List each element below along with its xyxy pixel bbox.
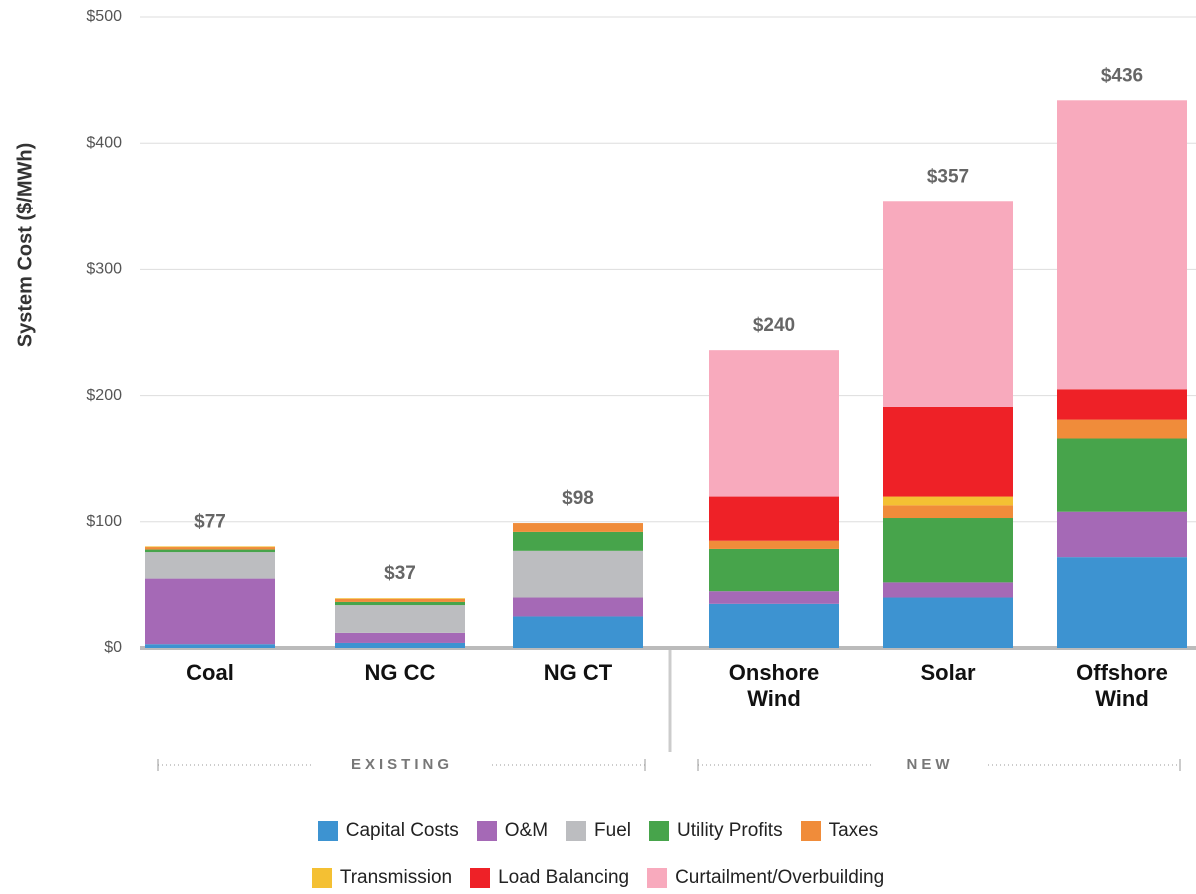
bar-segment bbox=[145, 578, 275, 645]
group-label: EXISTING bbox=[351, 756, 453, 773]
bar-segment bbox=[513, 523, 643, 532]
x-tick-label: Offshore Wind bbox=[1076, 660, 1168, 711]
legend-item: Curtailment/Overbuilding bbox=[647, 867, 884, 889]
legend-swatch bbox=[566, 821, 587, 841]
legend-item: O&M bbox=[476, 820, 549, 842]
bar-segment bbox=[883, 505, 1013, 519]
legend-swatch bbox=[311, 868, 332, 888]
x-tick-label: Onshore Wind bbox=[728, 660, 820, 711]
bar-segment bbox=[709, 591, 839, 604]
bar-segment bbox=[1057, 419, 1187, 439]
legend-swatch bbox=[647, 868, 668, 888]
legend-item: Transmission bbox=[311, 867, 453, 889]
bar-segment bbox=[709, 350, 839, 497]
total-label: $436 bbox=[1101, 65, 1143, 86]
legend-item: Load Balancing bbox=[470, 867, 629, 889]
legend-label: Utility Profits bbox=[677, 820, 783, 841]
total-label: $37 bbox=[384, 563, 416, 584]
legend-label: Curtailment/Overbuilding bbox=[675, 867, 885, 888]
x-tick-label: NG CC bbox=[364, 660, 436, 685]
bar-segment bbox=[513, 616, 643, 648]
bar-segment bbox=[883, 201, 1013, 407]
bar-segment bbox=[335, 601, 465, 606]
x-tick-label: NG CT bbox=[543, 660, 613, 685]
y-tick-label: $200 bbox=[86, 387, 122, 404]
bar-segment bbox=[335, 632, 465, 643]
legend-item: Capital Costs bbox=[317, 820, 459, 842]
bar-segment bbox=[145, 552, 275, 579]
bar-segment bbox=[513, 531, 643, 551]
bar-segment bbox=[145, 549, 275, 553]
bar-segment bbox=[1057, 100, 1187, 390]
x-tick-label: Solar bbox=[920, 660, 976, 685]
bar-segment bbox=[145, 546, 275, 548]
bar-segment bbox=[1057, 557, 1187, 648]
bar-segment bbox=[709, 496, 839, 541]
legend: Capital Costs O&M Fuel Utility Profits Taxes bbox=[0, 820, 1196, 842]
bar-segment bbox=[1057, 438, 1187, 512]
legend-item: Fuel bbox=[566, 820, 631, 842]
y-axis-label: System Cost ($/MWh) bbox=[14, 143, 36, 347]
y-tick-label: $400 bbox=[86, 134, 122, 151]
bar-segment bbox=[145, 644, 275, 648]
bar-segment bbox=[883, 597, 1013, 648]
bar-segment bbox=[335, 598, 465, 599]
bar-segment bbox=[709, 548, 839, 592]
legend-item: Utility Profits bbox=[649, 820, 783, 842]
bar-segment bbox=[513, 597, 643, 617]
bar-segment bbox=[709, 540, 839, 549]
bar-segment bbox=[883, 582, 1013, 598]
legend-item: Taxes bbox=[800, 820, 879, 842]
bar-segment bbox=[883, 496, 1013, 506]
bar-segment bbox=[335, 598, 465, 602]
total-label: $240 bbox=[753, 315, 795, 336]
bar-segment bbox=[883, 518, 1013, 583]
bar-segment bbox=[335, 605, 465, 633]
legend: Transmission Load Balancing Curtailment/Ov… bbox=[0, 867, 1196, 889]
legend-swatch bbox=[476, 821, 497, 841]
bar-segment bbox=[1057, 389, 1187, 420]
y-tick-label: $0 bbox=[104, 639, 122, 656]
legend-label: O&M bbox=[504, 820, 549, 841]
total-label: $357 bbox=[927, 166, 969, 187]
legend-swatch bbox=[317, 821, 338, 841]
total-label: $98 bbox=[562, 488, 594, 509]
legend-label: Load Balancing bbox=[498, 867, 630, 888]
bar-segment bbox=[145, 547, 275, 550]
group-label: NEW bbox=[907, 756, 954, 773]
y-tick-label: $500 bbox=[86, 8, 122, 25]
legend-label: Taxes bbox=[828, 820, 879, 841]
x-tick-label: Coal bbox=[186, 660, 234, 685]
legend-label: Fuel bbox=[594, 820, 632, 841]
legend-label: Transmission bbox=[339, 867, 453, 888]
y-tick-label: $300 bbox=[86, 261, 122, 278]
total-label: $77 bbox=[194, 511, 226, 532]
bar-segment bbox=[335, 642, 465, 648]
bar-segment bbox=[883, 406, 1013, 497]
bar-segment bbox=[1057, 511, 1187, 558]
legend-swatch bbox=[649, 821, 670, 841]
legend-swatch bbox=[800, 821, 821, 841]
legend-swatch bbox=[470, 868, 491, 888]
bar-segment bbox=[513, 550, 643, 598]
y-tick-label: $100 bbox=[86, 513, 122, 530]
bar-segment bbox=[709, 603, 839, 648]
legend-label: Capital Costs bbox=[345, 820, 459, 841]
